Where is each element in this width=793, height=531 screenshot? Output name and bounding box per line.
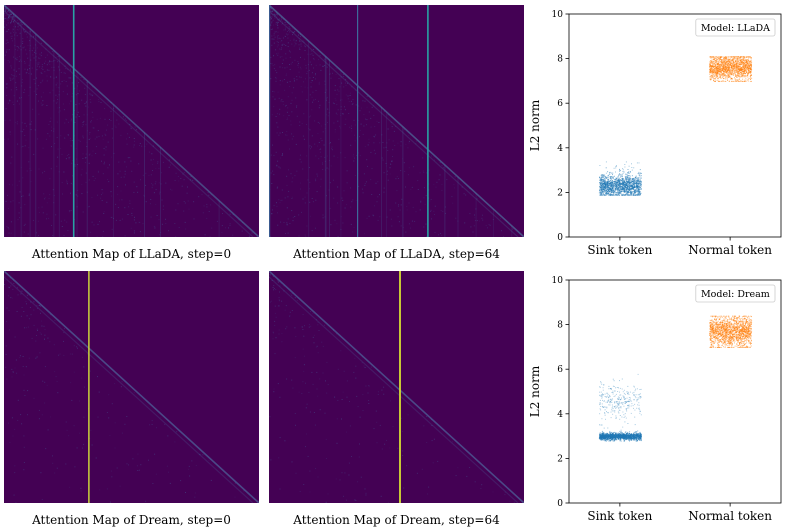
attention-sink-column (399, 271, 401, 503)
attention-subdiagonal (3, 10, 254, 238)
attention-map-llada-step64 (268, 4, 525, 238)
plot-frame (568, 279, 782, 504)
y-tick-label: 6 (557, 365, 563, 375)
attention-subdiagonal (3, 276, 254, 504)
y-tick-label: 4 (557, 144, 563, 154)
caption-dream-step64: Attention Map of Dream, step=64 (293, 513, 500, 527)
y-tick-label: 0 (557, 499, 563, 509)
y-tick-label: 10 (552, 10, 564, 20)
caption-llada-step64: Attention Map of LLaDA, step=64 (293, 247, 500, 261)
attention-sink-column (269, 5, 270, 237)
heatmap-canvas (268, 4, 525, 238)
y-tick-label: 2 (557, 454, 563, 464)
attention-sink-column (72, 5, 75, 237)
attention-diagonal (3, 4, 260, 238)
heatmap-canvas (268, 270, 525, 504)
heatmap-canvas (3, 270, 260, 504)
legend-box (695, 18, 776, 37)
scatter-series-sink-token (598, 373, 642, 442)
heatmap-canvas (3, 4, 260, 238)
scatter-series-sink-token (598, 161, 642, 196)
attention-diagonal (268, 4, 525, 238)
y-tick-label: 8 (557, 55, 563, 65)
attention-diagonal (3, 270, 260, 504)
attention-map-dream-step0 (3, 270, 260, 504)
caption-dream-step0: Attention Map of Dream, step=0 (32, 513, 231, 527)
attention-sink-column (88, 271, 90, 503)
y-tick-label: 8 (557, 321, 563, 331)
attention-sink-column (357, 5, 359, 237)
y-tick-label: 2 (557, 188, 563, 198)
heatmap-texture (269, 5, 514, 238)
attention-sink-column (427, 5, 429, 237)
plot-frame (568, 13, 782, 238)
scatter-series-normal-token (709, 315, 753, 348)
x-tick-label: Sink token (587, 243, 652, 257)
heatmap-texture (4, 5, 258, 238)
legend-box (695, 284, 776, 303)
x-tick-label: Normal token (688, 509, 772, 523)
attention-map-llada-step0 (3, 4, 260, 238)
legend-label: Model: LLaDA (701, 23, 770, 34)
caption-llada-step0: Attention Map of LLaDA, step=0 (31, 247, 232, 261)
y-tick-label: 10 (552, 276, 564, 286)
l2-norm-scatter-dream: 0 2 4 6 8 10 Sink token Normal token L2 norm Mode… (528, 276, 782, 523)
y-tick-label: 6 (557, 99, 563, 109)
legend-label: Model: Dream (701, 289, 770, 300)
attention-subdiagonal (268, 10, 519, 238)
heatmap-texture (269, 273, 515, 504)
x-tick-label: Sink token (587, 509, 652, 523)
attention-map-dream-step64 (268, 270, 525, 504)
y-tick-label: 4 (557, 410, 563, 420)
attention-diagonal (268, 270, 525, 504)
y-tick-label: 0 (557, 233, 563, 243)
attention-subdiagonal (268, 276, 519, 504)
x-tick-label: Normal token (688, 243, 772, 257)
heatmap-texture (4, 273, 245, 504)
l2-norm-scatter-llada: 0 2 4 6 8 10 Sink token Normal token L2 norm Mode… (528, 10, 782, 257)
scatter-series-normal-token (709, 56, 753, 82)
y-axis-label: L2 norm (528, 365, 542, 417)
y-axis-label: L2 norm (528, 99, 542, 151)
